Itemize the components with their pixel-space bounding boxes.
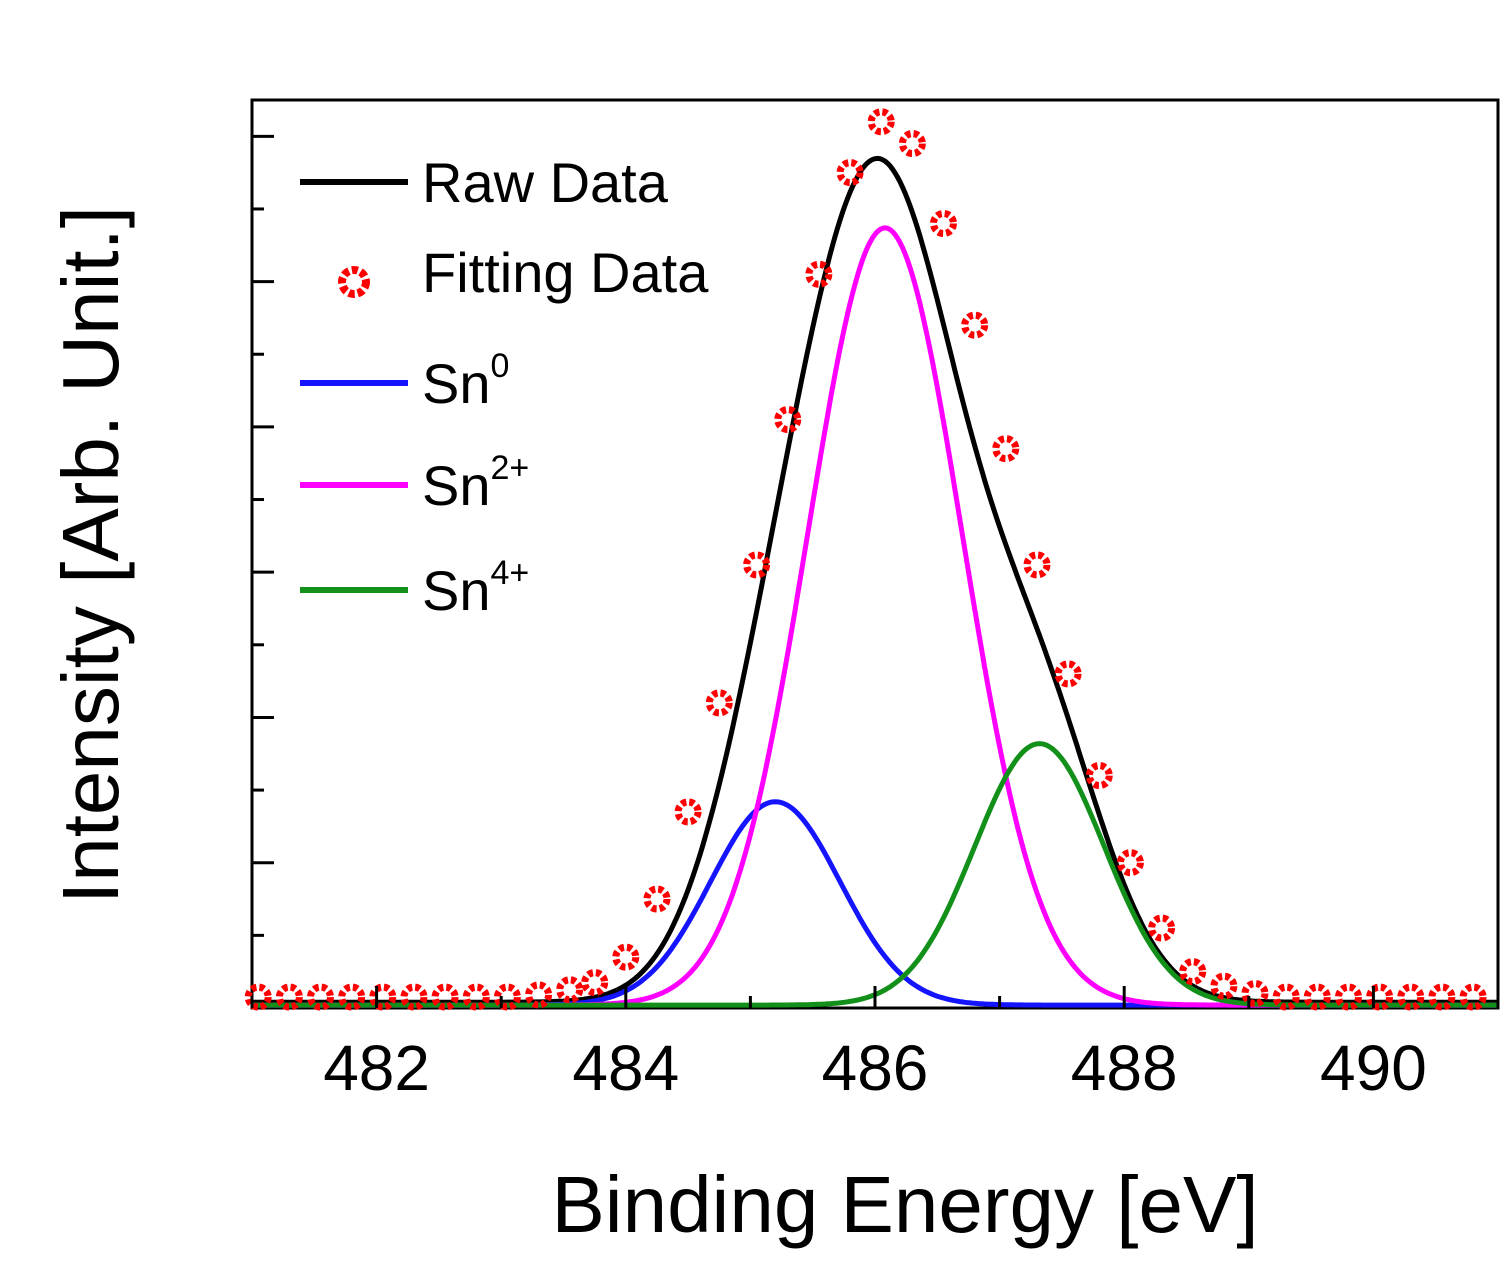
fitting-marker bbox=[674, 798, 702, 826]
fitting-markers bbox=[244, 108, 1487, 1011]
fitting-marker bbox=[1210, 972, 1238, 1000]
fitting-marker bbox=[1335, 983, 1362, 1011]
fitting-marker bbox=[1023, 551, 1051, 579]
fitting-marker bbox=[930, 210, 957, 237]
axes: 482 484 486 488 490 Binding Energy [eV] Intens… bbox=[46, 134, 1500, 1249]
legend-label-superscript: 4+ bbox=[491, 554, 530, 592]
legend-swatch-marker bbox=[338, 266, 370, 298]
component-line-sn-4plus bbox=[252, 741, 1498, 1008]
x-tick-label: 482 bbox=[323, 1032, 430, 1104]
x-tick-label: 486 bbox=[822, 1032, 929, 1104]
fitting-marker bbox=[431, 983, 459, 1011]
fitting-marker bbox=[1366, 983, 1394, 1011]
fitting-marker bbox=[898, 130, 926, 158]
y-axis-title: Intensity [Arb. Unit.] bbox=[46, 206, 135, 904]
fitting-marker bbox=[1459, 983, 1487, 1011]
legend-label: Fitting Data bbox=[422, 241, 709, 304]
legend: Raw Data Fitting Data Sn0 Sn2+ Sn4+ bbox=[300, 151, 709, 622]
fitting-marker bbox=[307, 983, 334, 1011]
fitting-marker bbox=[867, 108, 895, 136]
fitting-marker bbox=[836, 159, 864, 187]
legend-label-superscript: 2+ bbox=[491, 449, 530, 487]
fitting-marker bbox=[493, 983, 521, 1011]
fitting-marker bbox=[1148, 914, 1176, 942]
fitting-marker bbox=[992, 435, 1020, 463]
legend-label: Raw Data bbox=[422, 151, 669, 214]
x-tick-label: 490 bbox=[1320, 1032, 1427, 1104]
fitting-marker bbox=[1303, 983, 1331, 1011]
fitting-marker bbox=[805, 260, 833, 288]
component-line-sn-0 bbox=[252, 799, 1498, 1008]
fitting-marker bbox=[705, 689, 733, 717]
fitting-marker bbox=[961, 311, 989, 339]
fitting-marker bbox=[612, 943, 640, 971]
legend-label-superscript: 0 bbox=[491, 347, 510, 385]
fitting-marker bbox=[462, 983, 490, 1011]
fitting-marker bbox=[1085, 762, 1113, 790]
fitting-marker bbox=[525, 981, 553, 1009]
fitting-marker bbox=[1428, 983, 1456, 1011]
fitting-marker bbox=[338, 983, 366, 1011]
legend-label: Sn2+ bbox=[422, 449, 529, 517]
fitting-marker bbox=[275, 983, 303, 1011]
fitting-marker bbox=[643, 885, 671, 913]
fitting-marker bbox=[369, 983, 397, 1011]
fitting-marker bbox=[1179, 958, 1207, 986]
fitting-marker bbox=[244, 983, 272, 1011]
x-tick-label: 484 bbox=[572, 1032, 679, 1104]
fitting-marker bbox=[1054, 660, 1082, 688]
fitting-marker bbox=[1272, 983, 1300, 1011]
x-tick-label: 488 bbox=[1071, 1032, 1178, 1104]
raw-data-line bbox=[252, 155, 1498, 1005]
fitting-marker bbox=[1241, 980, 1269, 1007]
legend-label: Sn0 bbox=[422, 347, 509, 415]
fitting-marker bbox=[1397, 983, 1425, 1011]
fitting-marker bbox=[743, 551, 771, 579]
legend-label: Sn4+ bbox=[422, 554, 529, 622]
fitting-marker bbox=[400, 983, 428, 1011]
fitting-marker bbox=[1116, 849, 1144, 877]
fitting-marker bbox=[774, 406, 802, 434]
fitting-marker bbox=[556, 976, 584, 1004]
fitting-marker bbox=[581, 969, 609, 997]
x-axis-title: Binding Energy [eV] bbox=[551, 1160, 1258, 1249]
